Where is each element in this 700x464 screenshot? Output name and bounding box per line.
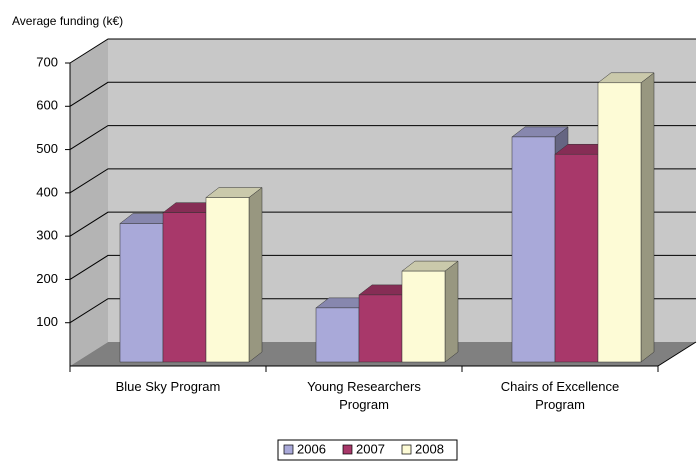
- x-tick-label: Blue Sky Program: [115, 379, 221, 394]
- y-tick-label: 200: [36, 271, 58, 286]
- side-wall: [70, 39, 108, 366]
- legend-label: 2006: [297, 441, 326, 456]
- bar-front: [119, 223, 164, 363]
- x-axis-edge: [657, 341, 697, 367]
- bar: [205, 187, 263, 363]
- grid-line: [69, 81, 696, 107]
- legend: 2006 2007 2008: [277, 439, 458, 461]
- legend-swatch: [401, 444, 412, 455]
- grid-line: [69, 211, 696, 237]
- legend-box: [277, 439, 458, 461]
- y-tick-label: 600: [36, 98, 58, 113]
- bar: [597, 72, 655, 363]
- bar-front: [315, 307, 360, 363]
- bar-front: [597, 82, 642, 363]
- bar-front: [358, 294, 403, 363]
- bar-front: [162, 212, 207, 363]
- bar-side: [640, 72, 655, 363]
- bar: [401, 260, 459, 363]
- bar-front: [401, 270, 446, 363]
- grid-line: [69, 38, 696, 64]
- grid-line: [69, 125, 696, 150]
- y-tick-label: 100: [36, 314, 58, 329]
- y-tick-label: 300: [36, 228, 58, 243]
- bar-front: [554, 153, 599, 363]
- y-tick-label: 500: [36, 141, 58, 156]
- legend-swatch: [283, 444, 294, 455]
- grid-line: [69, 168, 696, 194]
- y-tick-label: 700: [36, 54, 58, 69]
- x-tick-label: Young Researchers Program: [307, 379, 421, 412]
- legend-label: 2008: [415, 441, 444, 456]
- bar-side: [248, 187, 263, 363]
- x-tick-label: Chairs of Excellence Program: [500, 379, 620, 412]
- y-tick-label: 400: [36, 184, 58, 199]
- chart-title: Average funding (k€): [12, 14, 123, 28]
- grid-line: [69, 254, 696, 280]
- bar-front: [511, 136, 556, 363]
- legend-label: 2007: [356, 441, 385, 456]
- legend-swatch: [342, 444, 353, 455]
- grid-line: [69, 298, 696, 324]
- bar-front: [205, 197, 250, 363]
- bar-side: [444, 260, 459, 363]
